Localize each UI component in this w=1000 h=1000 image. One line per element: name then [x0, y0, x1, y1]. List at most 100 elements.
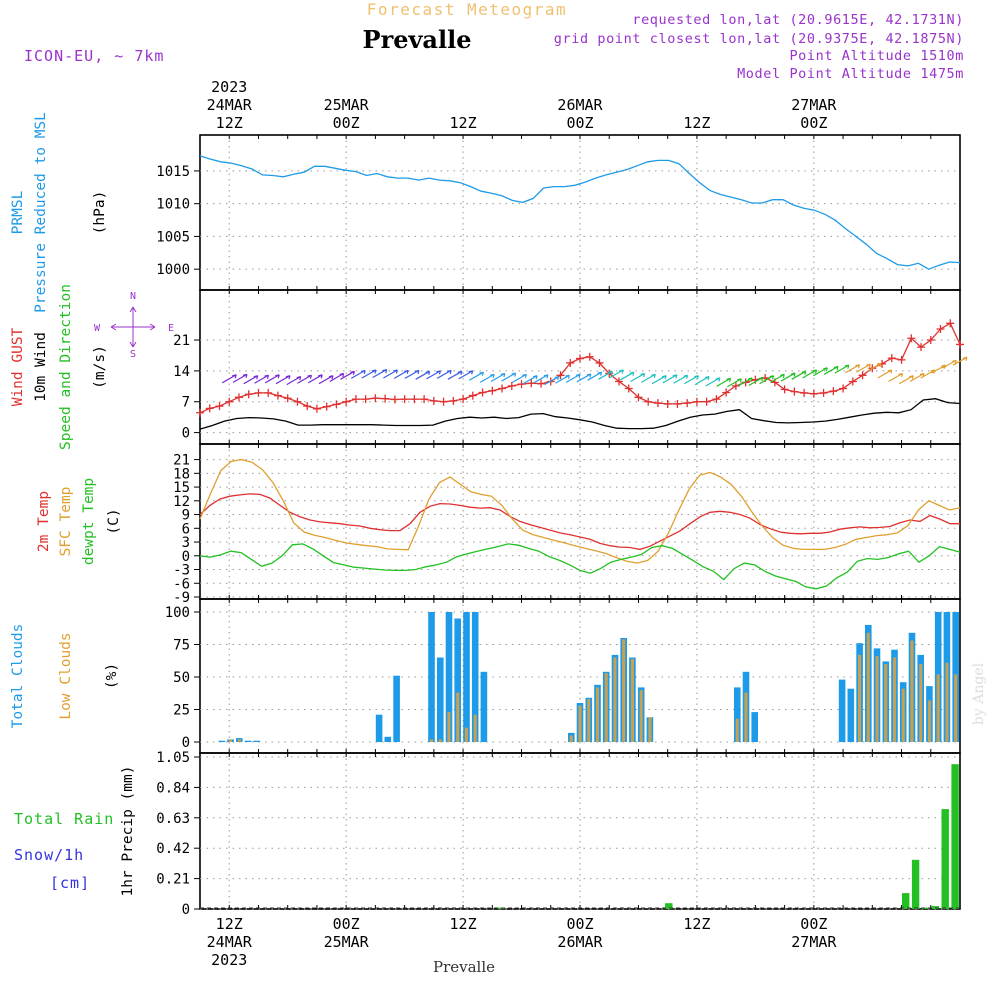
- bar-low: [237, 739, 241, 742]
- gust-marker: [946, 319, 955, 328]
- gust-marker: [663, 399, 672, 408]
- time-label: 26MAR: [557, 933, 603, 951]
- ytick-label: 25: [173, 703, 190, 719]
- bar-low: [884, 664, 888, 742]
- gust-marker: [468, 391, 477, 400]
- ylabel-wind-1: 10m Wind: [33, 332, 49, 402]
- wind-arrow: [340, 370, 356, 380]
- bar-total: [375, 714, 383, 742]
- gust-marker: [459, 395, 468, 404]
- ylabel-wind-0: Wind GUST: [10, 327, 26, 406]
- gust-marker: [478, 388, 487, 397]
- wind-arrow: [641, 373, 656, 383]
- gust-marker: [234, 393, 243, 402]
- wind-arrow: [931, 364, 947, 374]
- gust-marker: [722, 388, 731, 397]
- ytick-label: 0.21: [156, 872, 190, 888]
- bar-total: [437, 657, 444, 742]
- compass-cross: [110, 306, 156, 348]
- time-label: 2023: [211, 78, 247, 96]
- bar-rain: [921, 907, 930, 909]
- footer-station: Prevalle: [433, 958, 495, 976]
- wind-arrow: [952, 356, 968, 366]
- ytick-label: 0: [182, 426, 190, 442]
- wind-arrow: [479, 373, 495, 383]
- ytick-label: 14: [173, 364, 190, 380]
- wind-arrow: [662, 374, 678, 384]
- time-label: 25MAR: [324, 933, 370, 951]
- ylabel-clouds-1: Low Clouds: [58, 632, 74, 719]
- ylabel-clouds-2: (%): [104, 663, 120, 689]
- gust-marker: [244, 390, 253, 399]
- gust-marker: [634, 393, 643, 402]
- gust-marker: [537, 379, 546, 388]
- bar-total: [244, 740, 252, 742]
- bar-total: [218, 740, 226, 742]
- bar-total: [471, 612, 479, 742]
- bar-low: [569, 735, 573, 742]
- series-t2m: [199, 493, 960, 551]
- gust-marker: [839, 384, 848, 393]
- time-label: 25MAR: [324, 96, 370, 114]
- bar-rain: [941, 809, 949, 909]
- wind-arrow: [404, 369, 420, 379]
- gust-marker: [692, 397, 701, 406]
- legend-cm: [cm]: [50, 874, 90, 892]
- wind-arrow: [630, 372, 646, 383]
- gust-marker: [332, 400, 341, 409]
- wind-arrow: [254, 374, 270, 384]
- wind-arrow: [898, 375, 914, 385]
- gust-marker: [264, 388, 273, 397]
- time-label: 12Z: [216, 114, 243, 132]
- gust-marker: [322, 402, 331, 411]
- bar-total: [847, 688, 855, 742]
- gust-marker: [712, 395, 721, 404]
- wind-arrow: [619, 371, 635, 381]
- gust-marker: [595, 358, 604, 367]
- gust-marker: [897, 355, 906, 364]
- wind-arrow: [716, 377, 732, 387]
- gust-marker: [400, 395, 409, 404]
- ytick-label: -6: [173, 576, 190, 592]
- ylabel-pressure-2: (hPa): [92, 191, 108, 235]
- gust-marker: [683, 399, 692, 408]
- wind-arrow: [791, 370, 807, 380]
- gust-marker: [790, 387, 799, 396]
- gust-marker: [780, 385, 789, 394]
- wind-arrow: [834, 364, 850, 374]
- gust-marker: [829, 387, 838, 396]
- requested-coords: requested lon,lat (20.9615E, 42.1731N): [632, 12, 964, 28]
- wind-arrow: [651, 375, 667, 385]
- gust-marker: [566, 358, 575, 367]
- bar-low: [893, 657, 897, 742]
- legend-total-rain: Total Rain: [14, 810, 114, 828]
- ytick-label: 12: [173, 494, 190, 510]
- bar-low: [936, 674, 940, 742]
- bar-low: [875, 656, 879, 742]
- bar-low: [901, 688, 905, 742]
- bar-low: [447, 712, 451, 742]
- gust-marker: [556, 371, 565, 380]
- time-label: 12Z: [216, 915, 243, 933]
- time-label: 00Z: [333, 915, 360, 933]
- compass-rose: N S W E: [94, 291, 174, 360]
- bar-total: [751, 712, 758, 742]
- bar-total: [463, 612, 470, 742]
- gust-marker: [673, 399, 682, 408]
- gust-marker: [936, 325, 945, 334]
- time-label: 00Z: [333, 114, 360, 132]
- watermark: by Angel: [971, 662, 987, 725]
- gust-marker: [917, 343, 926, 352]
- bar-total: [253, 740, 261, 742]
- wind-arrow: [415, 370, 431, 380]
- time-label: 00Z: [800, 114, 827, 132]
- wind-arrow: [264, 374, 280, 384]
- gust-marker: [614, 377, 623, 386]
- wind-arrow: [673, 374, 689, 384]
- bar-low: [587, 699, 591, 742]
- bar-low: [639, 690, 643, 742]
- compass-s: S: [130, 349, 136, 360]
- wind-arrow: [587, 371, 603, 381]
